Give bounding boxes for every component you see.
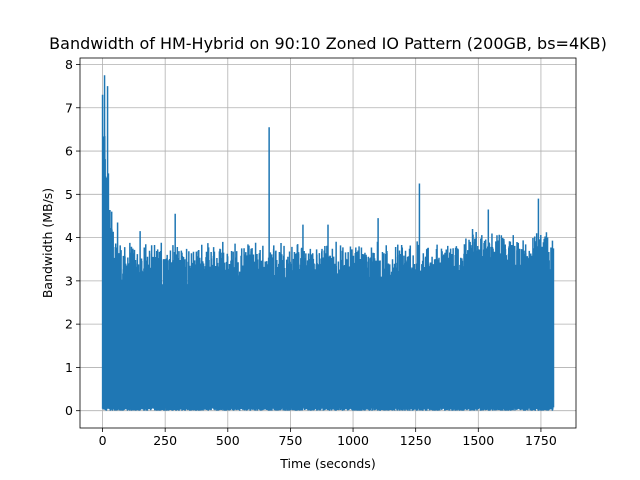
y-tick-label: 0	[65, 403, 73, 418]
x-tick-label: 500	[216, 433, 240, 448]
y-axis-label: Bandwidth (MB/s)	[40, 188, 55, 298]
x-tick-label: 1250	[400, 433, 432, 448]
y-tick-label: 3	[65, 273, 73, 288]
x-tick-label: 250	[153, 433, 177, 448]
y-tick-label: 2	[65, 317, 73, 332]
x-tick-label: 750	[278, 433, 302, 448]
x-axis-label: Time (seconds)	[279, 456, 375, 471]
chart-title: Bandwidth of HM-Hybrid on 90:10 Zoned IO…	[49, 34, 607, 53]
y-tick-label: 7	[65, 100, 73, 115]
x-tick-label: 1500	[462, 433, 494, 448]
x-tick-label: 1750	[525, 433, 557, 448]
y-axis-ticks: 0 1 2 3 4 5 6 7 8	[65, 57, 80, 418]
x-tick-label: 1000	[337, 433, 369, 448]
x-axis-ticks: 0 250 500 750 1000 1250 1500 1750	[99, 428, 557, 448]
y-tick-label: 1	[65, 360, 73, 375]
bandwidth-series	[101, 75, 555, 411]
y-tick-label: 8	[65, 57, 73, 72]
axes-frame	[79, 57, 577, 429]
y-tick-label: 6	[65, 144, 73, 159]
y-tick-label: 4	[65, 230, 73, 245]
series-line	[101, 75, 555, 411]
y-tick-label: 5	[65, 187, 73, 202]
x-tick-label: 0	[99, 433, 107, 448]
